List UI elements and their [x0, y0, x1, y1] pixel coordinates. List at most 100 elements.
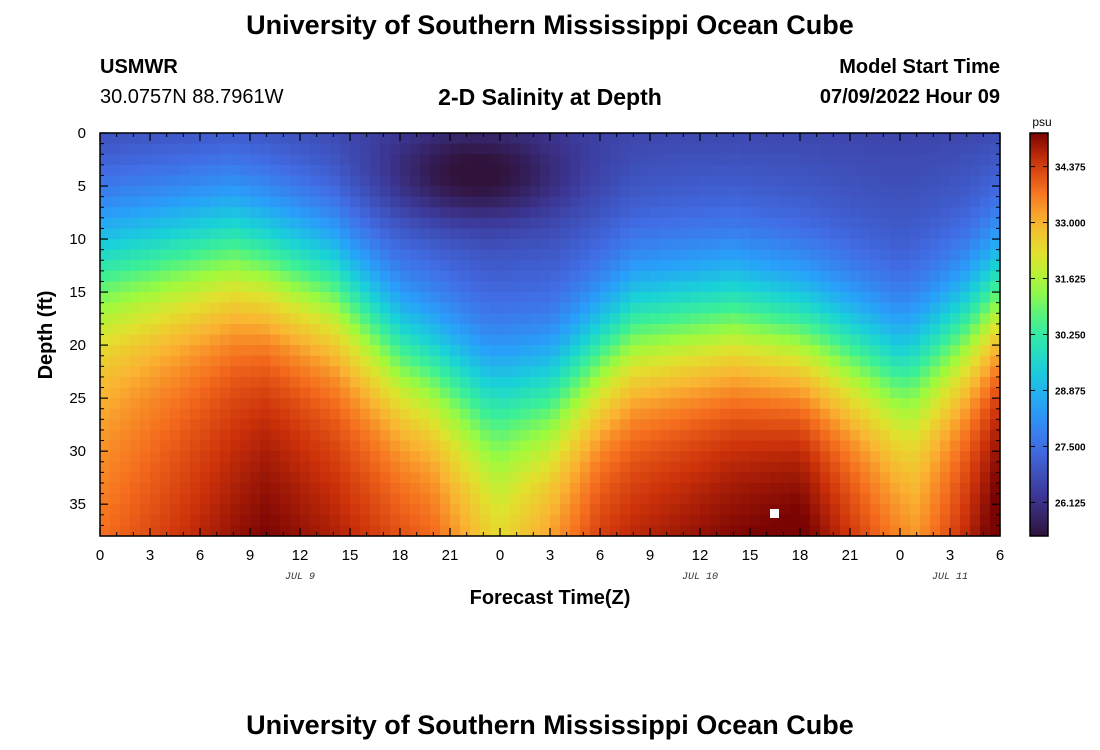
heatmap-cell [790, 292, 801, 304]
heatmap-cell [340, 398, 351, 410]
heatmap-cell [980, 228, 991, 240]
heatmap-cell [590, 207, 601, 219]
heatmap-cell [240, 323, 251, 336]
heatmap-cell [270, 451, 281, 463]
heatmap-cell [950, 239, 961, 251]
heatmap-cell [370, 408, 381, 420]
heatmap-cell [270, 249, 281, 261]
heatmap-cell [170, 228, 181, 240]
heatmap-cell [900, 323, 911, 336]
heatmap-cell [640, 249, 651, 261]
heatmap-cell [790, 451, 801, 463]
heatmap-cell [430, 419, 441, 431]
heatmap-cell [670, 504, 681, 516]
heatmap-cell [170, 419, 181, 431]
heatmap-cell [780, 387, 791, 399]
heatmap-cell [580, 461, 591, 473]
heatmap-cell [360, 154, 371, 166]
heatmap-cell [640, 514, 651, 526]
heatmap-cell [410, 355, 421, 367]
heatmap-cell [380, 334, 391, 346]
heatmap-cell [890, 164, 901, 177]
heatmap-cell [180, 355, 191, 367]
heatmap-cell [960, 387, 971, 399]
heatmap-cell [960, 270, 971, 283]
heatmap-cell [580, 398, 591, 410]
heatmap-cell [580, 472, 591, 484]
heatmap-cell [520, 472, 531, 484]
heatmap-cell [230, 514, 241, 526]
heatmap-cell [500, 249, 511, 261]
heatmap-cell [920, 260, 931, 272]
heatmap-cell [750, 207, 761, 219]
heatmap-cell [420, 217, 431, 230]
heatmap-cell [220, 345, 231, 357]
heatmap-cell [550, 239, 561, 251]
heatmap-cell [150, 239, 161, 251]
heatmap-cell [850, 302, 861, 314]
heatmap-cell [520, 504, 531, 516]
heatmap-cell [310, 355, 321, 367]
heatmap-cell [750, 239, 761, 251]
heatmap-cell [940, 133, 951, 145]
heatmap-cell [610, 228, 621, 240]
heatmap-cell [520, 270, 531, 283]
y-tick-label: 25 [69, 390, 86, 407]
heatmap-cell [710, 292, 721, 304]
heatmap-cell [370, 472, 381, 484]
heatmap-cell [540, 260, 551, 272]
heatmap-cell [160, 461, 171, 473]
heatmap-cell [260, 281, 271, 293]
heatmap-cell [540, 504, 551, 516]
heatmap-cell [270, 217, 281, 230]
heatmap-cell [190, 207, 201, 219]
heatmap-cell [700, 398, 711, 410]
heatmap-cell [650, 493, 661, 505]
heatmap-cell [480, 323, 491, 336]
heatmap-cell [450, 334, 461, 346]
heatmap-cell [320, 429, 331, 442]
heatmap-cell [310, 440, 321, 452]
heatmap-cell [940, 482, 951, 495]
heatmap-cell [770, 249, 781, 261]
heatmap-cell [780, 175, 791, 187]
heatmap-cell [670, 323, 681, 336]
heatmap-cell [930, 451, 941, 463]
heatmap-cell [950, 323, 961, 336]
heatmap-cell [190, 398, 201, 410]
heatmap-cell [950, 175, 961, 187]
heatmap-cell [220, 207, 231, 219]
heatmap-cell [120, 355, 131, 367]
heatmap-cell [110, 175, 121, 187]
heatmap-cell [660, 143, 671, 155]
heatmap-cell [540, 217, 551, 230]
heatmap-cell [400, 196, 411, 208]
heatmap-cell [480, 143, 491, 155]
heatmap-cell [600, 186, 611, 198]
heatmap-cell [920, 164, 931, 177]
heatmap-cell [620, 217, 631, 230]
heatmap-cell [910, 451, 921, 463]
heatmap-cell [390, 302, 401, 314]
heatmap-cell [140, 239, 151, 251]
heatmap-cell [400, 482, 411, 495]
heatmap-cell [510, 154, 521, 166]
heatmap-cell [660, 387, 671, 399]
heatmap-cell [190, 345, 201, 357]
heatmap-cell [640, 376, 651, 389]
heatmap-cell [550, 228, 561, 240]
heatmap-cell [330, 504, 341, 516]
heatmap-cell [750, 323, 761, 336]
heatmap-cell [700, 239, 711, 251]
heatmap-cell [460, 482, 471, 495]
heatmap-cell [510, 302, 521, 314]
heatmap-cell [190, 493, 201, 505]
heatmap-cell [550, 398, 561, 410]
heatmap-cell [450, 228, 461, 240]
heatmap-cell [810, 355, 821, 367]
heatmap-cell [640, 313, 651, 325]
heatmap-cell [870, 514, 881, 526]
heatmap-cell [260, 376, 271, 389]
heatmap-cell [770, 281, 781, 293]
heatmap-cell [120, 334, 131, 346]
